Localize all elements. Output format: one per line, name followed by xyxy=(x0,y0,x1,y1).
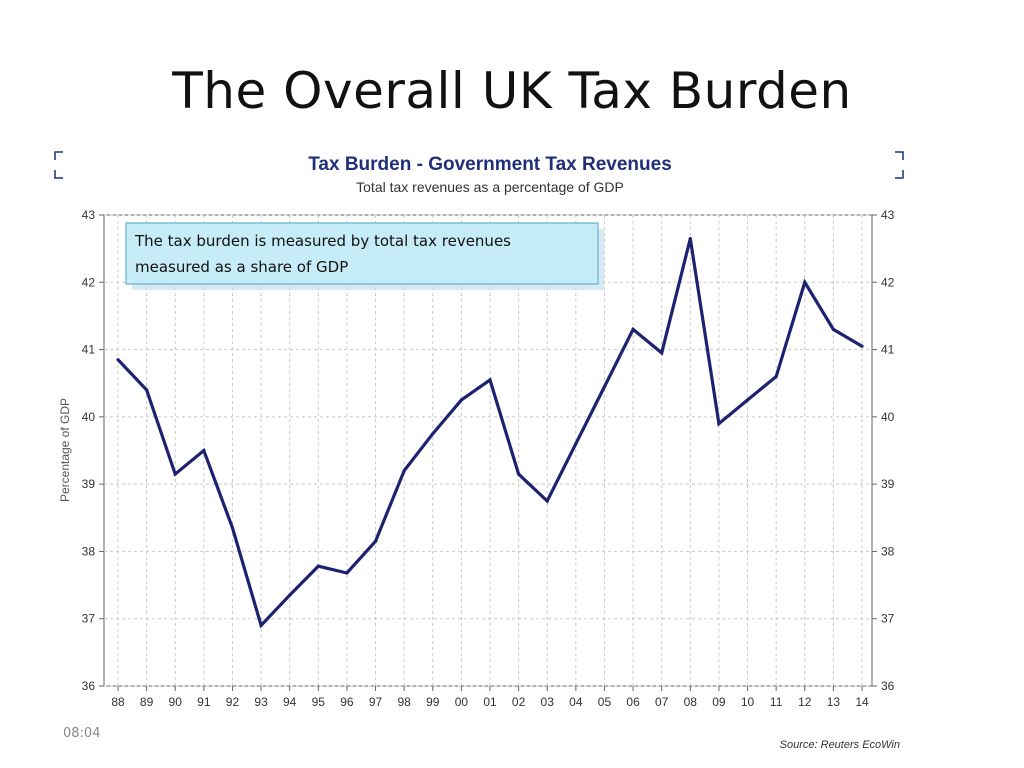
grid-lines xyxy=(104,214,872,687)
annotation-box: The tax burden is measured by total tax … xyxy=(125,222,604,290)
chart-source: Source: Reuters EcoWin xyxy=(780,739,900,751)
x-tick-label: 13 xyxy=(827,695,841,709)
x-tick-label: 02 xyxy=(512,695,526,709)
data-point xyxy=(288,593,292,597)
y-tick-label: 36 xyxy=(82,679,96,693)
data-point xyxy=(230,526,235,530)
x-tick-label: 00 xyxy=(455,695,469,709)
x-tick-label: 88 xyxy=(111,695,125,709)
data-point xyxy=(745,398,750,402)
y-tick-label: 43 xyxy=(82,208,96,222)
y-tick-label-right: 40 xyxy=(881,410,895,424)
data-point xyxy=(545,499,549,503)
x-tick-label: 99 xyxy=(426,695,440,709)
data-point xyxy=(145,388,149,392)
data-point xyxy=(774,374,778,379)
y-tick-label-right: 41 xyxy=(881,343,895,357)
y-tick-label-right: 37 xyxy=(881,612,895,626)
x-tick-label: 06 xyxy=(626,695,640,709)
x-tick-label: 04 xyxy=(569,695,583,709)
y-tick-label: 37 xyxy=(82,612,96,626)
slide-timestamp: 08:04 xyxy=(63,726,101,741)
x-tick-label: 91 xyxy=(197,695,211,709)
y-tick-label: 41 xyxy=(82,343,96,357)
data-point xyxy=(116,358,120,362)
chart-title: Tax Burden - Government Tax Revenues xyxy=(308,154,672,175)
data-point xyxy=(431,432,435,436)
y-axis-left: 36 37 38 39 40 41 42 43 xyxy=(82,208,104,693)
x-tick-label: 01 xyxy=(483,695,497,709)
y-tick-label-right: 39 xyxy=(881,477,895,491)
data-point xyxy=(602,384,607,389)
x-tick-label: 95 xyxy=(312,695,326,709)
y-tick-label: 39 xyxy=(82,477,96,491)
x-tick-label: 14 xyxy=(855,695,869,709)
annotation-line-2: measured as a share of GDP xyxy=(135,258,348,276)
data-point xyxy=(688,236,692,241)
x-tick-label: 10 xyxy=(741,695,755,709)
data-point xyxy=(860,344,864,348)
series-line xyxy=(116,236,864,629)
y-tick-label: 42 xyxy=(82,275,96,289)
x-tick-label: 97 xyxy=(369,695,383,709)
data-point xyxy=(373,539,378,543)
y-tick-label-right: 36 xyxy=(881,679,895,693)
x-tick-label: 92 xyxy=(226,695,240,709)
y-tick-label-right: 43 xyxy=(881,208,895,222)
x-tick-label: 11 xyxy=(770,695,783,709)
data-point xyxy=(316,564,320,568)
x-tick-label: 89 xyxy=(140,695,154,709)
data-point xyxy=(459,398,463,402)
x-axis: 88 89 90 91 92 93 94 95 96 97 98 99 00 01 02 03 04 05 06 07… xyxy=(111,686,869,709)
y-tick-label-right: 42 xyxy=(881,275,895,289)
data-point xyxy=(631,327,635,331)
x-tick-label: 12 xyxy=(798,695,812,709)
data-point xyxy=(402,469,406,473)
x-tick-label: 08 xyxy=(684,695,698,709)
x-tick-label: 09 xyxy=(712,695,726,709)
data-point xyxy=(259,623,263,628)
x-tick-label: 93 xyxy=(254,695,268,709)
data-point xyxy=(173,472,177,476)
y-axis-right: 36 37 38 39 40 41 42 43 xyxy=(872,208,895,693)
data-point xyxy=(345,571,349,575)
slide-title: The Overall UK Tax Burden xyxy=(172,62,852,120)
x-tick-label: 05 xyxy=(598,695,612,709)
data-point xyxy=(717,421,721,426)
y-tick-label-right: 38 xyxy=(881,544,895,558)
y-tick-label: 40 xyxy=(82,410,96,424)
x-tick-label: 98 xyxy=(397,695,411,709)
annotation-line-1: The tax burden is measured by total tax … xyxy=(134,232,511,250)
y-axis-label: Percentage of GDP xyxy=(58,398,72,502)
data-point xyxy=(574,442,578,446)
data-point xyxy=(803,280,807,284)
crop-marks xyxy=(54,151,904,179)
x-tick-label: 96 xyxy=(340,695,354,709)
y-tick-label: 38 xyxy=(82,544,96,558)
data-point xyxy=(831,327,835,331)
data-point xyxy=(202,448,206,453)
chart-subtitle: Total tax revenues as a percentage of GD… xyxy=(356,179,624,195)
data-point xyxy=(517,472,521,476)
data-point xyxy=(488,378,492,382)
x-tick-label: 94 xyxy=(283,695,297,709)
x-tick-label: 90 xyxy=(169,695,183,709)
x-tick-label: 03 xyxy=(541,695,555,709)
x-tick-label: 07 xyxy=(655,695,669,709)
data-point xyxy=(660,351,664,355)
